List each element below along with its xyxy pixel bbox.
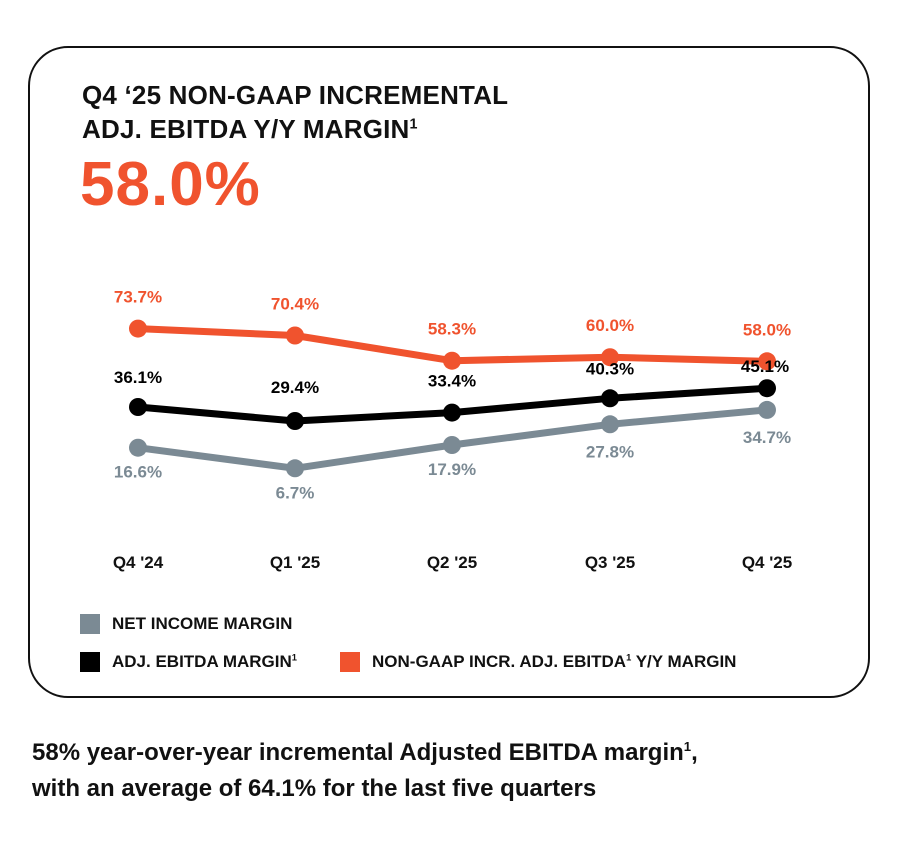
data-point-net-income-1 [129,438,147,457]
data-point-adj-ebitda-4 [601,389,619,408]
data-label-non-gaap-2: 70.4% [271,295,319,314]
data-point-non-gaap-5 [758,352,776,371]
data-point-non-gaap-3 [443,351,461,370]
data-point-adj-ebitda-5 [758,379,776,398]
data-label-net-income-4: 27.8% [586,442,634,461]
data-label-net-income-1: 16.6% [114,463,162,482]
data-label-net-income-3: 17.9% [428,460,476,479]
data-point-non-gaap-2 [286,326,304,345]
x-tick-label-1: Q4 '24 [113,553,164,572]
legend-item-adj-ebitda: ADJ. EBITDA MARGIN1 [80,652,297,672]
data-point-net-income-4 [601,415,619,434]
data-label-non-gaap-3: 58.3% [428,320,476,339]
data-label-non-gaap-5: 58.0% [743,320,791,339]
data-point-net-income-3 [443,436,461,454]
data-label-non-gaap-1: 73.7% [114,288,162,307]
data-point-net-income-5 [758,400,776,419]
legend-swatch-non-gaap [340,652,360,672]
footnote-line2: with an average of 64.1% for the last fi… [32,775,597,802]
footnote-line1: 58% year-over-year incremental Adjusted … [32,739,698,766]
x-tick-label-4: Q3 '25 [585,553,635,572]
data-label-adj-ebitda-3: 33.4% [428,372,476,391]
legend-label-adj-ebitda: ADJ. EBITDA MARGIN1 [112,652,297,671]
footnote-text: 58% year-over-year incremental Adjusted … [32,735,892,807]
data-label-adj-ebitda-5: 45.1% [741,357,789,376]
legend-label-net-income: NET INCOME MARGIN [112,614,293,633]
x-tick-label-2: Q1 '25 [270,553,320,572]
data-label-adj-ebitda-4: 40.3% [586,359,634,378]
legend-swatch-adj-ebitda [80,652,100,672]
x-tick-label-5: Q4 '25 [742,553,792,572]
data-point-adj-ebitda-1 [129,398,147,416]
data-label-adj-ebitda-2: 29.4% [271,378,319,397]
data-point-adj-ebitda-2 [286,412,304,430]
chart-card [28,46,870,698]
data-point-net-income-2 [286,459,304,478]
legend-label-non-gaap: NON-GAAP INCR. ADJ. EBITDA1 Y/Y MARGIN [372,652,737,671]
legend-item-net-income: NET INCOME MARGIN [80,614,292,634]
data-label-net-income-2: 6.7% [276,483,315,502]
chart-title-line2: ADJ. EBITDA Y/Y MARGIN1 [82,114,418,144]
headline-value: 58.0% [80,150,261,219]
data-point-non-gaap-4 [601,348,619,367]
data-label-adj-ebitda-1: 36.1% [114,368,162,387]
data-point-non-gaap-1 [129,319,147,338]
data-point-adj-ebitda-3 [443,403,461,422]
data-label-non-gaap-4: 60.0% [586,316,634,335]
chart-title-line1: Q4 ‘25 NON-GAAP INCREMENTAL [82,80,509,110]
data-label-net-income-5: 34.7% [743,428,791,447]
legend-item-non-gaap: NON-GAAP INCR. ADJ. EBITDA1 Y/Y MARGIN [340,652,736,672]
x-tick-label-3: Q2 '25 [427,553,477,572]
legend-swatch-net-income [80,614,100,634]
